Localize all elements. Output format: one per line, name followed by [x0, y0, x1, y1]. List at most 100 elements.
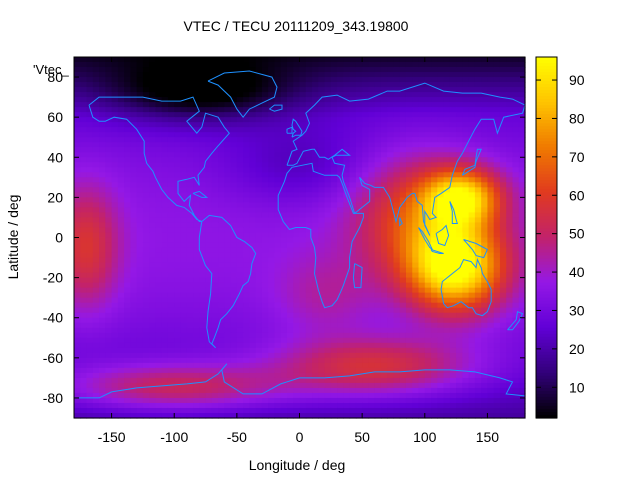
- heatmap-cell: [224, 197, 232, 203]
- heatmap-cell: [161, 262, 169, 269]
- heatmap-cell: [205, 107, 213, 113]
- heatmap-cell: [167, 137, 175, 143]
- heatmap-cell: [443, 82, 451, 88]
- heatmap-cell: [274, 157, 282, 163]
- heatmap-cell: [274, 302, 282, 309]
- heatmap-cell: [299, 87, 307, 93]
- heatmap-cell: [199, 222, 207, 229]
- heatmap-cell: [330, 137, 338, 143]
- heatmap-cell: [130, 117, 138, 123]
- heatmap-cell: [117, 272, 125, 279]
- heatmap-cell: [149, 222, 157, 229]
- heatmap-cell: [243, 322, 250, 329]
- heatmap-cell: [481, 102, 489, 108]
- heatmap-cell: [443, 352, 451, 359]
- heatmap-cell: [218, 132, 225, 138]
- heatmap-cell: [418, 342, 426, 349]
- heatmap-cell: [330, 362, 338, 369]
- heatmap-cell: [462, 157, 470, 163]
- heatmap-cell: [449, 137, 457, 143]
- heatmap-cell: [136, 282, 144, 289]
- heatmap-cell: [130, 57, 138, 63]
- heatmap-cell: [312, 162, 319, 168]
- heatmap-cell: [280, 122, 288, 128]
- heatmap-cell: [374, 362, 382, 369]
- heatmap-cell: [499, 182, 507, 188]
- heatmap-cell: [462, 297, 470, 304]
- heatmap-cell: [499, 397, 507, 404]
- heatmap-cell: [355, 267, 363, 274]
- heatmap-cell: [499, 362, 507, 369]
- heatmap-cell: [274, 92, 282, 98]
- heatmap-cell: [286, 267, 294, 274]
- heatmap-cell: [224, 272, 232, 279]
- heatmap-cell: [355, 397, 363, 404]
- heatmap-cell: [80, 302, 88, 309]
- heatmap-cell: [230, 167, 238, 173]
- heatmap-cell: [437, 222, 445, 229]
- heatmap-cell: [374, 387, 382, 394]
- heatmap-cell: [487, 347, 495, 354]
- heatmap-cell: [218, 147, 225, 153]
- heatmap-cell: [305, 227, 313, 234]
- heatmap-cell: [274, 267, 282, 274]
- heatmap-cell: [211, 197, 219, 203]
- heatmap-cell: [368, 157, 376, 163]
- heatmap-cell: [161, 337, 169, 344]
- heatmap-cell: [218, 167, 225, 173]
- heatmap-cell: [443, 157, 451, 163]
- heatmap-cell: [418, 62, 426, 68]
- heatmap-cell: [424, 92, 432, 98]
- heatmap-cell: [293, 387, 301, 394]
- heatmap-cell: [224, 167, 232, 173]
- heatmap-cell: [111, 202, 119, 209]
- heatmap-cell: [318, 367, 326, 374]
- heatmap-cell: [368, 72, 376, 78]
- heatmap-cell: [167, 182, 175, 188]
- heatmap-cell: [431, 122, 438, 128]
- heatmap-cell: [293, 147, 301, 153]
- heatmap-cell: [418, 252, 426, 259]
- heatmap-cell: [92, 157, 100, 163]
- heatmap-cell: [186, 182, 194, 188]
- heatmap-cell: [205, 192, 213, 198]
- heatmap-cell: [155, 322, 163, 329]
- heatmap-cell: [255, 247, 263, 254]
- heatmap-cell: [286, 332, 294, 339]
- heatmap-cell: [499, 162, 507, 168]
- heatmap-cell: [249, 302, 257, 309]
- heatmap-cell: [161, 322, 169, 329]
- heatmap-cell: [230, 402, 238, 409]
- heatmap-cell: [349, 287, 357, 294]
- heatmap-cell: [218, 172, 225, 178]
- heatmap-cell: [349, 357, 357, 364]
- heatmap-cell: [199, 317, 207, 324]
- heatmap-cell: [462, 102, 470, 108]
- heatmap-cell: [243, 312, 250, 319]
- heatmap-cell: [362, 217, 369, 224]
- heatmap-cell: [149, 162, 157, 168]
- heatmap-cell: [92, 277, 100, 284]
- heatmap-cell: [443, 242, 451, 249]
- heatmap-cell: [312, 152, 319, 158]
- heatmap-cell: [142, 92, 150, 98]
- heatmap-cell: [236, 172, 244, 178]
- heatmap-cell: [74, 267, 81, 274]
- heatmap-cell: [443, 77, 451, 83]
- heatmap-cell: [80, 67, 88, 73]
- heatmap-cell: [124, 227, 131, 234]
- heatmap-cell: [149, 237, 157, 244]
- heatmap-cell: [355, 377, 363, 384]
- heatmap-cell: [493, 62, 501, 68]
- heatmap-cell: [236, 107, 244, 113]
- heatmap-cell: [167, 142, 175, 148]
- heatmap-cell: [380, 257, 388, 264]
- heatmap-cell: [224, 222, 232, 229]
- heatmap-cell: [130, 147, 138, 153]
- heatmap-cell: [268, 257, 276, 264]
- heatmap-cell: [186, 62, 194, 68]
- heatmap-cell: [399, 372, 407, 379]
- heatmap-cell: [199, 372, 207, 379]
- heatmap-cell: [249, 202, 257, 209]
- heatmap-cell: [305, 372, 313, 379]
